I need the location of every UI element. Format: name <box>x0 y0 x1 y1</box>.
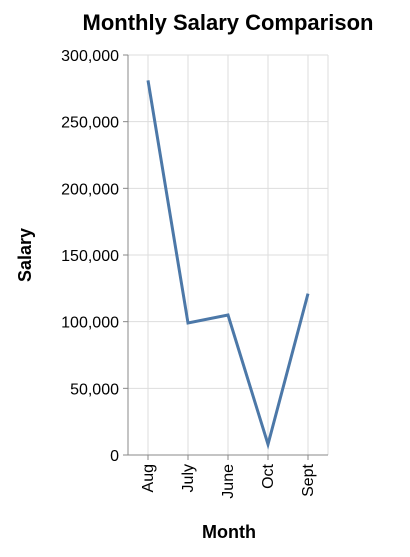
salary-series-line <box>146 80 310 450</box>
chart-title: Monthly Salary Comparison <box>83 10 374 35</box>
y-tick-label: 0 <box>110 448 119 465</box>
y-tick-label: 150,000 <box>61 248 119 265</box>
data-point <box>306 292 310 296</box>
y-axis-title: Salary <box>15 228 35 282</box>
series <box>146 78 310 450</box>
x-tick-label: Aug <box>140 464 157 492</box>
data-point <box>226 313 230 317</box>
tick-labels: 0 50,000 100,000 150,000 200,000 250,000 300,0… <box>61 48 317 499</box>
x-tick-label: Sept <box>300 463 317 496</box>
gridlines <box>128 54 329 456</box>
axes <box>123 54 328 460</box>
x-tick-label: July <box>180 464 197 492</box>
x-axis-title: Month <box>202 522 256 542</box>
y-tick-label: 200,000 <box>61 181 119 198</box>
y-tick-label: 50,000 <box>70 381 119 398</box>
data-point <box>266 442 270 446</box>
y-tick-label: 300,000 <box>61 48 119 65</box>
x-tick-label: Oct <box>260 463 277 488</box>
data-point <box>186 321 190 325</box>
y-tick-label: 250,000 <box>61 115 119 132</box>
data-point <box>146 78 150 82</box>
y-tick-label: 100,000 <box>61 315 119 332</box>
x-tick-label: June <box>220 464 237 499</box>
